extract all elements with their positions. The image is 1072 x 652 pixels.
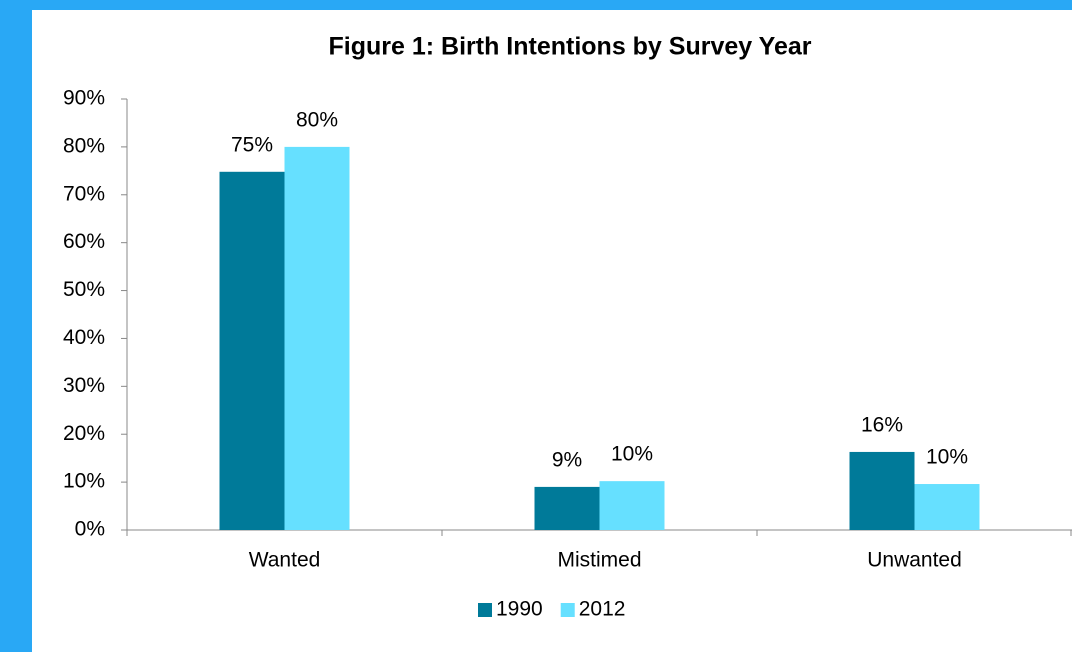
y-tick-label: 50% (63, 278, 105, 301)
y-tick-label: 90% (63, 87, 105, 110)
legend-swatch (560, 603, 575, 617)
chart-title: Figure 1: Birth Intentions by Survey Yea… (329, 33, 812, 61)
y-tick-label: 70% (63, 182, 105, 205)
x-tick-label: Wanted (249, 549, 321, 572)
data-label: 10% (611, 443, 653, 466)
data-label: 16% (861, 413, 903, 436)
x-tick-label: Mistimed (557, 549, 641, 572)
y-tick-label: 30% (63, 374, 105, 397)
y-tick-label: 80% (63, 134, 105, 157)
legend-label: 1990 (496, 598, 543, 621)
y-tick-label: 20% (63, 422, 105, 445)
legend-label: 2012 (579, 598, 626, 621)
data-label: 80% (296, 108, 338, 131)
data-label: 75% (231, 133, 273, 156)
y-tick-label: 60% (63, 230, 105, 253)
bar (284, 146, 350, 530)
chart-area (32, 10, 1072, 652)
y-tick-label: 10% (63, 470, 105, 493)
bar (914, 484, 980, 530)
bar (219, 171, 285, 530)
y-tick-label: 0% (75, 518, 105, 541)
bar (534, 486, 600, 530)
y-tick-label: 40% (63, 326, 105, 349)
bar (849, 451, 915, 530)
data-label: 10% (926, 446, 968, 469)
bar (599, 481, 665, 530)
data-label: 9% (552, 448, 582, 471)
x-tick-label: Unwanted (867, 549, 962, 572)
legend-swatch (478, 603, 492, 617)
